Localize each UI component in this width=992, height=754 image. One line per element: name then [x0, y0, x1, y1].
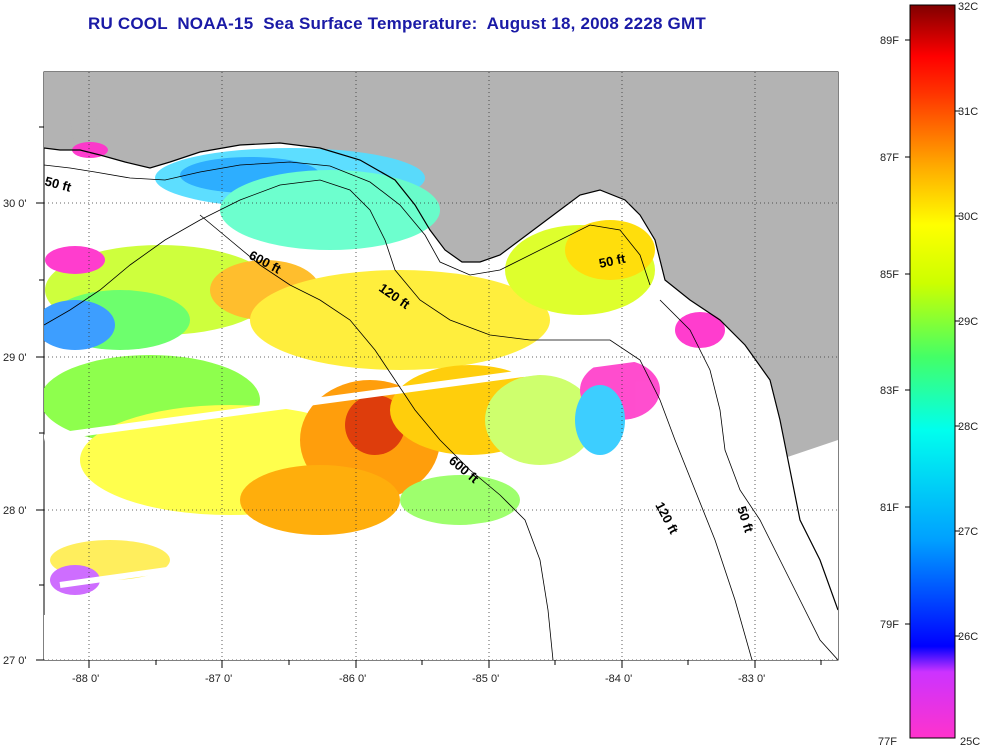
colorbar-celsius-label: 25C	[960, 736, 980, 748]
lon-tick-label: -87 0'	[205, 673, 232, 685]
lat-tick-label: 28 0'	[3, 505, 27, 517]
land-north	[44, 72, 838, 610]
contour-label: 50 ft	[43, 173, 73, 195]
lat-tick-label: 29 0'	[3, 352, 27, 364]
lat-lon-grid	[44, 72, 838, 660]
colorbar-celsius-label: 29C	[958, 316, 978, 328]
colorbar-fahrenheit-label: 87F	[880, 152, 899, 164]
colorbar-celsius-label: 26C	[958, 631, 978, 643]
lon-tick-label: -86 0'	[339, 673, 366, 685]
missing-region-south	[44, 440, 838, 660]
land-peninsula	[70, 95, 100, 150]
swath-gap-1	[44, 351, 661, 442]
contour-120ft	[44, 179, 753, 660]
colorbar-fahrenheit-label: 89F	[880, 35, 899, 47]
lon-tick-label: -88 0'	[72, 673, 99, 685]
lon-tick-label: -85 0'	[472, 673, 499, 685]
colorbar-fahrenheit-label: 85F	[880, 269, 899, 281]
colorbar-celsius-label: 28C	[958, 421, 978, 433]
colorbar	[909, 4, 956, 739]
contour-50ft-east	[659, 299, 838, 660]
colorbar-fahrenheit-label: 83F	[880, 385, 899, 397]
colorbar-fahrenheit-label: 79F	[880, 619, 899, 631]
colorbar-celsius-label: 32C	[958, 1, 978, 13]
swath-gap-2	[59, 512, 561, 588]
colorbar-celsius-label: 27C	[958, 526, 978, 538]
colorbar-celsius-label: 31C	[958, 106, 978, 118]
colorbar-celsius-label: 30C	[958, 211, 978, 223]
colorbar-fahrenheit-label: 81F	[880, 502, 899, 514]
map-title: RU COOL NOAA-15 Sea Surface Temperature:…	[88, 14, 706, 33]
contour-label: 50 ft	[598, 251, 628, 271]
colorbar-fahrenheit-label: 77F	[878, 736, 897, 748]
contour-600ft	[199, 214, 554, 660]
lat-tick-label: 27 0'	[3, 655, 27, 667]
lat-tick-label: 30 0'	[3, 198, 27, 210]
sst-data-layer	[44, 142, 725, 595]
lon-tick-label: -84 0'	[605, 673, 632, 685]
coastline	[44, 142, 838, 611]
contour-50ft-west	[44, 161, 651, 286]
colorbar-ticks	[905, 39, 960, 637]
axis-ticks	[36, 126, 822, 668]
lon-tick-label: -83 0'	[738, 673, 765, 685]
